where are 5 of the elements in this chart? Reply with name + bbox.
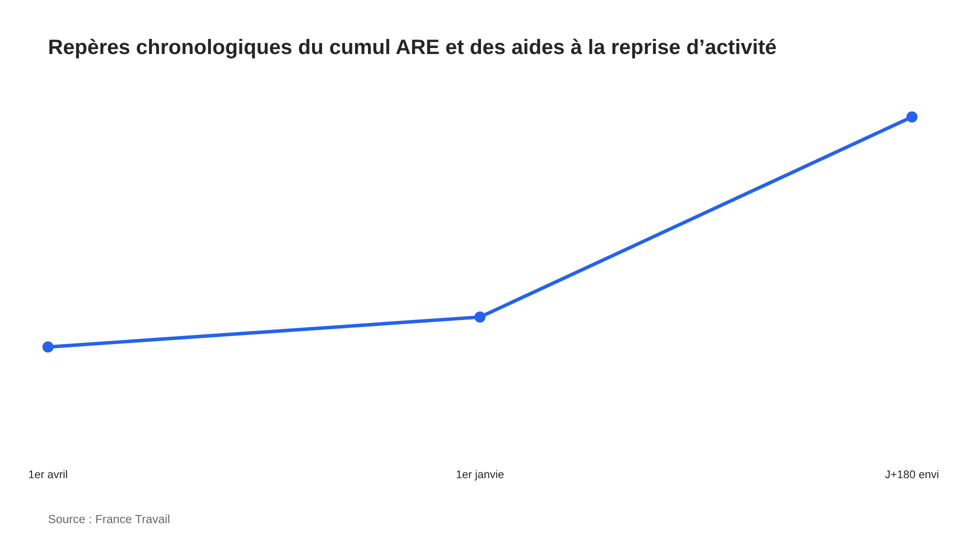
chart-title: Repères chronologiques du cumul ARE et des aides à la reprise d’activité bbox=[49, 38, 776, 58]
x-tick-label: 1er avril bbox=[29, 470, 68, 478]
x-tick-label: 1er janvie bbox=[456, 470, 504, 480]
source-note: Source : France Travail bbox=[48, 514, 170, 524]
x-tick-label: J+180 envi bbox=[885, 470, 938, 478]
